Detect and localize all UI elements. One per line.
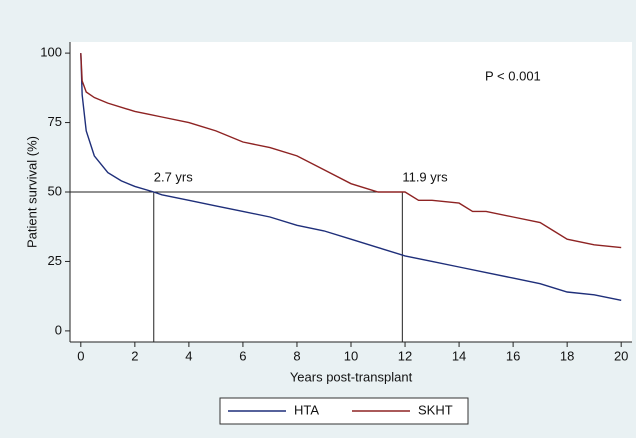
y-tick-label: 100 — [40, 45, 62, 60]
legend-label: HTA — [294, 402, 319, 417]
x-axis-title: Years post-transplant — [290, 369, 413, 384]
x-tick-label: 12 — [398, 348, 412, 363]
y-tick-label: 50 — [48, 183, 62, 198]
reference-label: 11.9 yrs — [402, 169, 448, 184]
x-tick-label: 18 — [560, 348, 574, 363]
x-tick-label: 16 — [506, 348, 520, 363]
x-tick-label: 0 — [77, 348, 84, 363]
survival-line — [80, 53, 622, 249]
p-value: P < 0.001 — [485, 68, 541, 83]
x-tick-label: 4 — [185, 348, 192, 363]
x-tick-label: 6 — [239, 348, 246, 363]
y-tick-label: 0 — [55, 322, 62, 337]
x-tick-label: 10 — [344, 348, 358, 363]
survival-line — [80, 53, 622, 302]
x-tick-label: 20 — [614, 348, 628, 363]
y-axis-title: Patient survival (%) — [24, 136, 39, 248]
x-tick-label: 8 — [293, 348, 300, 363]
y-tick-label: 75 — [48, 114, 62, 129]
x-tick-label: 14 — [452, 348, 466, 363]
y-tick-label: 25 — [48, 253, 62, 268]
reference-label: 2.7 yrs — [154, 169, 194, 184]
legend-label: SKHT — [418, 402, 453, 417]
x-tick-label: 2 — [131, 348, 138, 363]
